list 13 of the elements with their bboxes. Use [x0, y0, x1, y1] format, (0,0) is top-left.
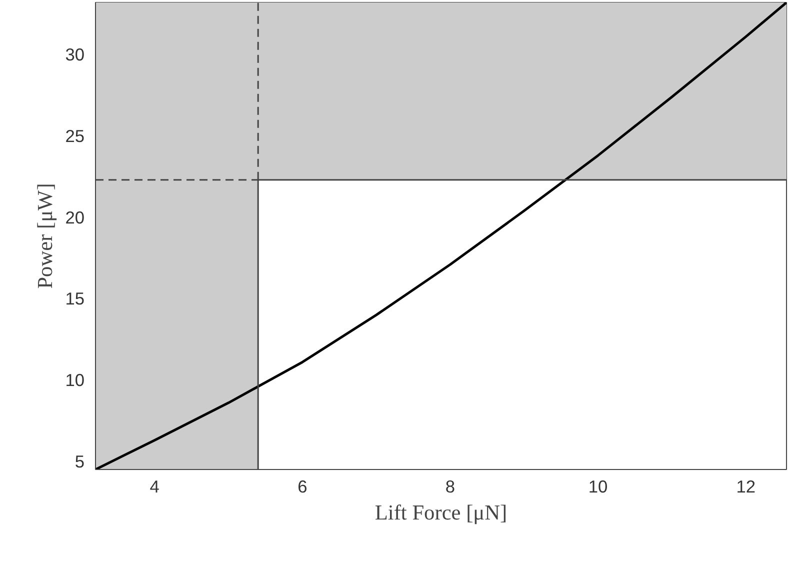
x-tick-label: 10 [588, 476, 608, 496]
x-tick-label: 8 [445, 476, 456, 496]
y-tick-label: 30 [65, 44, 85, 65]
y-tick-label: 25 [65, 126, 85, 146]
y-tick-label: 5 [74, 451, 85, 472]
x-tick-label: 12 [736, 476, 756, 496]
x-tick-label: 6 [298, 476, 308, 496]
y-tick-label: 10 [65, 370, 85, 390]
y-tick-label: 15 [65, 288, 85, 309]
y-axis-title: Power [μW] [33, 183, 58, 289]
x-axis-title: Lift Force [μN] [374, 500, 508, 524]
x-tick-label: 4 [150, 476, 160, 496]
y-tick-label: 20 [65, 207, 85, 228]
